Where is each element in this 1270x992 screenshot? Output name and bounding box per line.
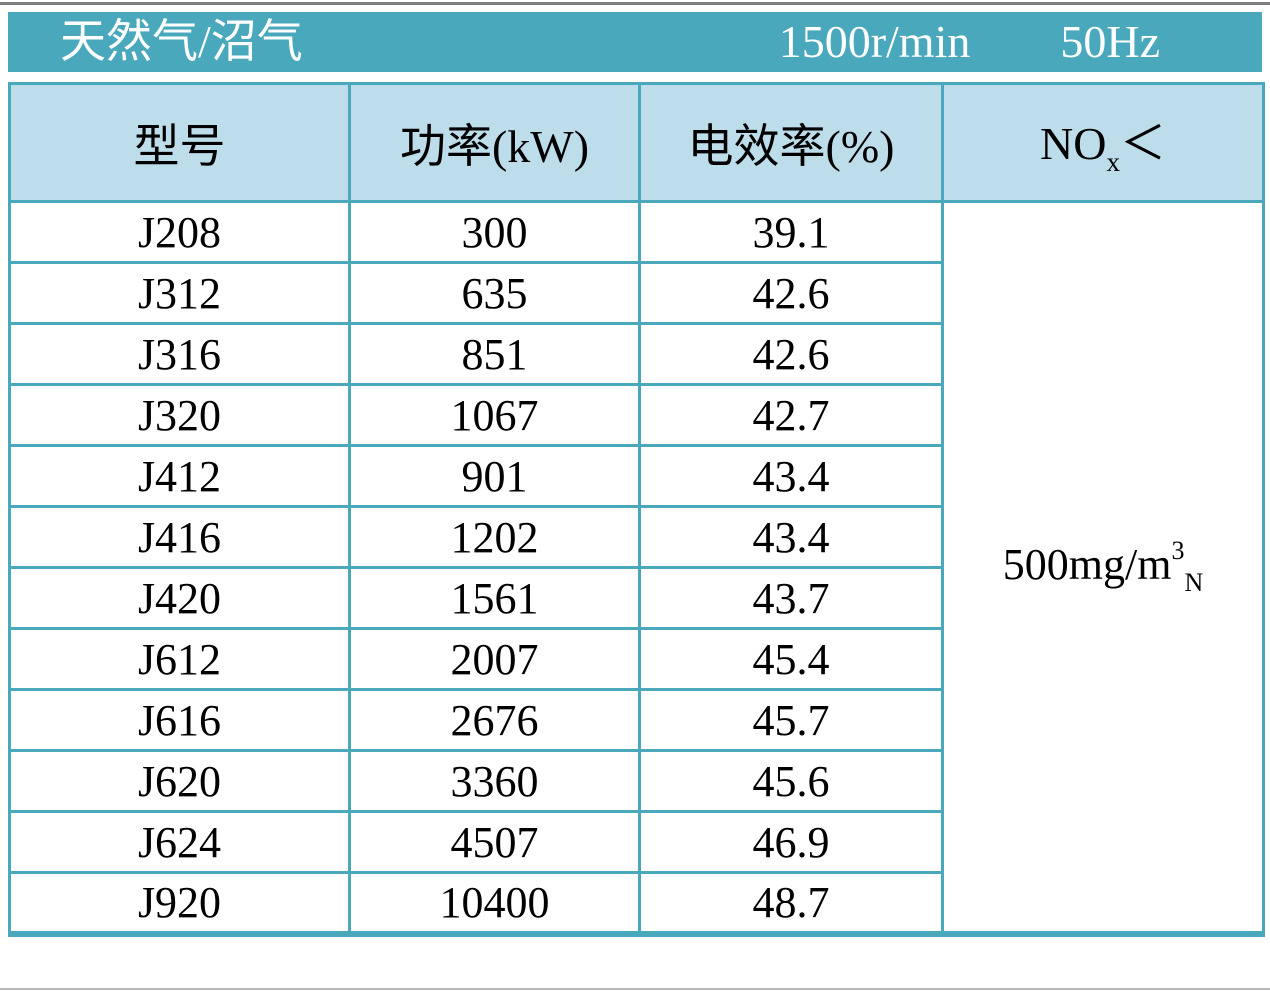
model-cell: J416 [8, 505, 351, 569]
table-row: J920 10400 48.7 [8, 871, 1264, 935]
nox-limit-superscript: 3 [1171, 535, 1185, 565]
model-cell: J208 [8, 200, 351, 264]
fuel-type-label: 天然气/沼气 [60, 16, 303, 67]
table-row: J316 851 42.6 [8, 322, 1264, 386]
power-cell: 4507 [348, 810, 641, 874]
table-row: J616 2676 45.7 [8, 688, 1264, 752]
efficiency-cell: 46.9 [638, 810, 944, 874]
engine-speed-label: 1500r/min [778, 16, 971, 67]
table-row: J620 3360 45.6 [8, 749, 1264, 813]
nox-subscript: x [1106, 147, 1120, 177]
column-header-power: 功率(kW) [348, 82, 641, 203]
efficiency-cell: 43.4 [638, 444, 944, 508]
efficiency-cell: 45.6 [638, 749, 944, 813]
model-cell: J920 [8, 871, 351, 935]
model-cell: J320 [8, 383, 351, 447]
efficiency-cell: 42.6 [638, 261, 944, 325]
efficiency-cell: 45.4 [638, 627, 944, 691]
power-cell: 1561 [348, 566, 641, 630]
model-cell: J312 [8, 261, 351, 325]
table-row: J624 4507 46.9 [8, 810, 1264, 874]
table-row: J208 300 39.1 500mg/m3N [8, 200, 1265, 935]
table-header-row: 型号 功率(kW) 电效率(%) NOx＜ [8, 82, 1265, 203]
table-row: J412 901 43.4 [8, 444, 1264, 508]
efficiency-cell: 48.7 [638, 871, 944, 935]
efficiency-cell: 42.6 [638, 322, 944, 386]
efficiency-cell: 39.1 [638, 200, 944, 264]
nox-base: NO [1040, 118, 1107, 169]
model-cell: J624 [8, 810, 351, 874]
model-cell: J316 [8, 322, 351, 386]
power-cell: 3360 [348, 749, 641, 813]
column-header-model: 型号 [8, 82, 351, 203]
power-cell: 635 [348, 261, 641, 325]
table-row: J420 1561 43.7 [8, 566, 1264, 630]
power-cell: 901 [348, 444, 641, 508]
header-gap [8, 72, 1262, 82]
model-cell: J612 [8, 627, 351, 691]
power-cell: 2676 [348, 688, 641, 752]
nox-limit-subscript: N [1184, 567, 1204, 597]
efficiency-cell: 43.7 [638, 566, 944, 630]
power-cell: 851 [348, 322, 641, 386]
table-row: J312 635 42.6 [8, 261, 1264, 325]
table-row: J320 1067 42.7 [8, 383, 1264, 447]
nox-limit-cell: 500mg/m3N [941, 200, 1265, 935]
power-cell: 1067 [348, 383, 641, 447]
title-bar: 天然气/沼气 1500r/min 50Hz [8, 12, 1262, 72]
bottom-divider-line [0, 988, 1270, 990]
model-cell: J420 [8, 566, 351, 630]
power-cell: 2007 [348, 627, 641, 691]
column-header-efficiency: 电效率(%) [638, 82, 944, 203]
nox-limit-value: 500mg/m [1002, 539, 1172, 589]
power-cell: 1202 [348, 505, 641, 569]
engine-spec-table: 型号 功率(kW) 电效率(%) NOx＜ J208 300 39.1 500mg/m… [8, 82, 1265, 937]
less-than-sign: ＜ [1119, 118, 1166, 169]
table-row: J416 1202 43.4 [8, 505, 1264, 569]
table-body: J208 300 39.1 500mg/m3N J312 635 42.6 J316 851 42… [8, 200, 1265, 935]
table-row: J612 2007 45.4 [8, 627, 1264, 691]
efficiency-cell: 42.7 [638, 383, 944, 447]
model-cell: J616 [8, 688, 351, 752]
efficiency-cell: 45.7 [638, 688, 944, 752]
column-header-nox: NOx＜ [941, 82, 1265, 203]
model-cell: J620 [8, 749, 351, 813]
power-cell: 10400 [348, 871, 641, 935]
top-divider-line [0, 2, 1270, 5]
spec-sheet: 天然气/沼气 1500r/min 50Hz 型号 功率(kW) 电效率(%) N… [8, 12, 1265, 937]
frequency-label: 50Hz [1060, 16, 1160, 67]
efficiency-cell: 43.4 [638, 505, 944, 569]
model-cell: J412 [8, 444, 351, 508]
power-cell: 300 [348, 200, 641, 264]
